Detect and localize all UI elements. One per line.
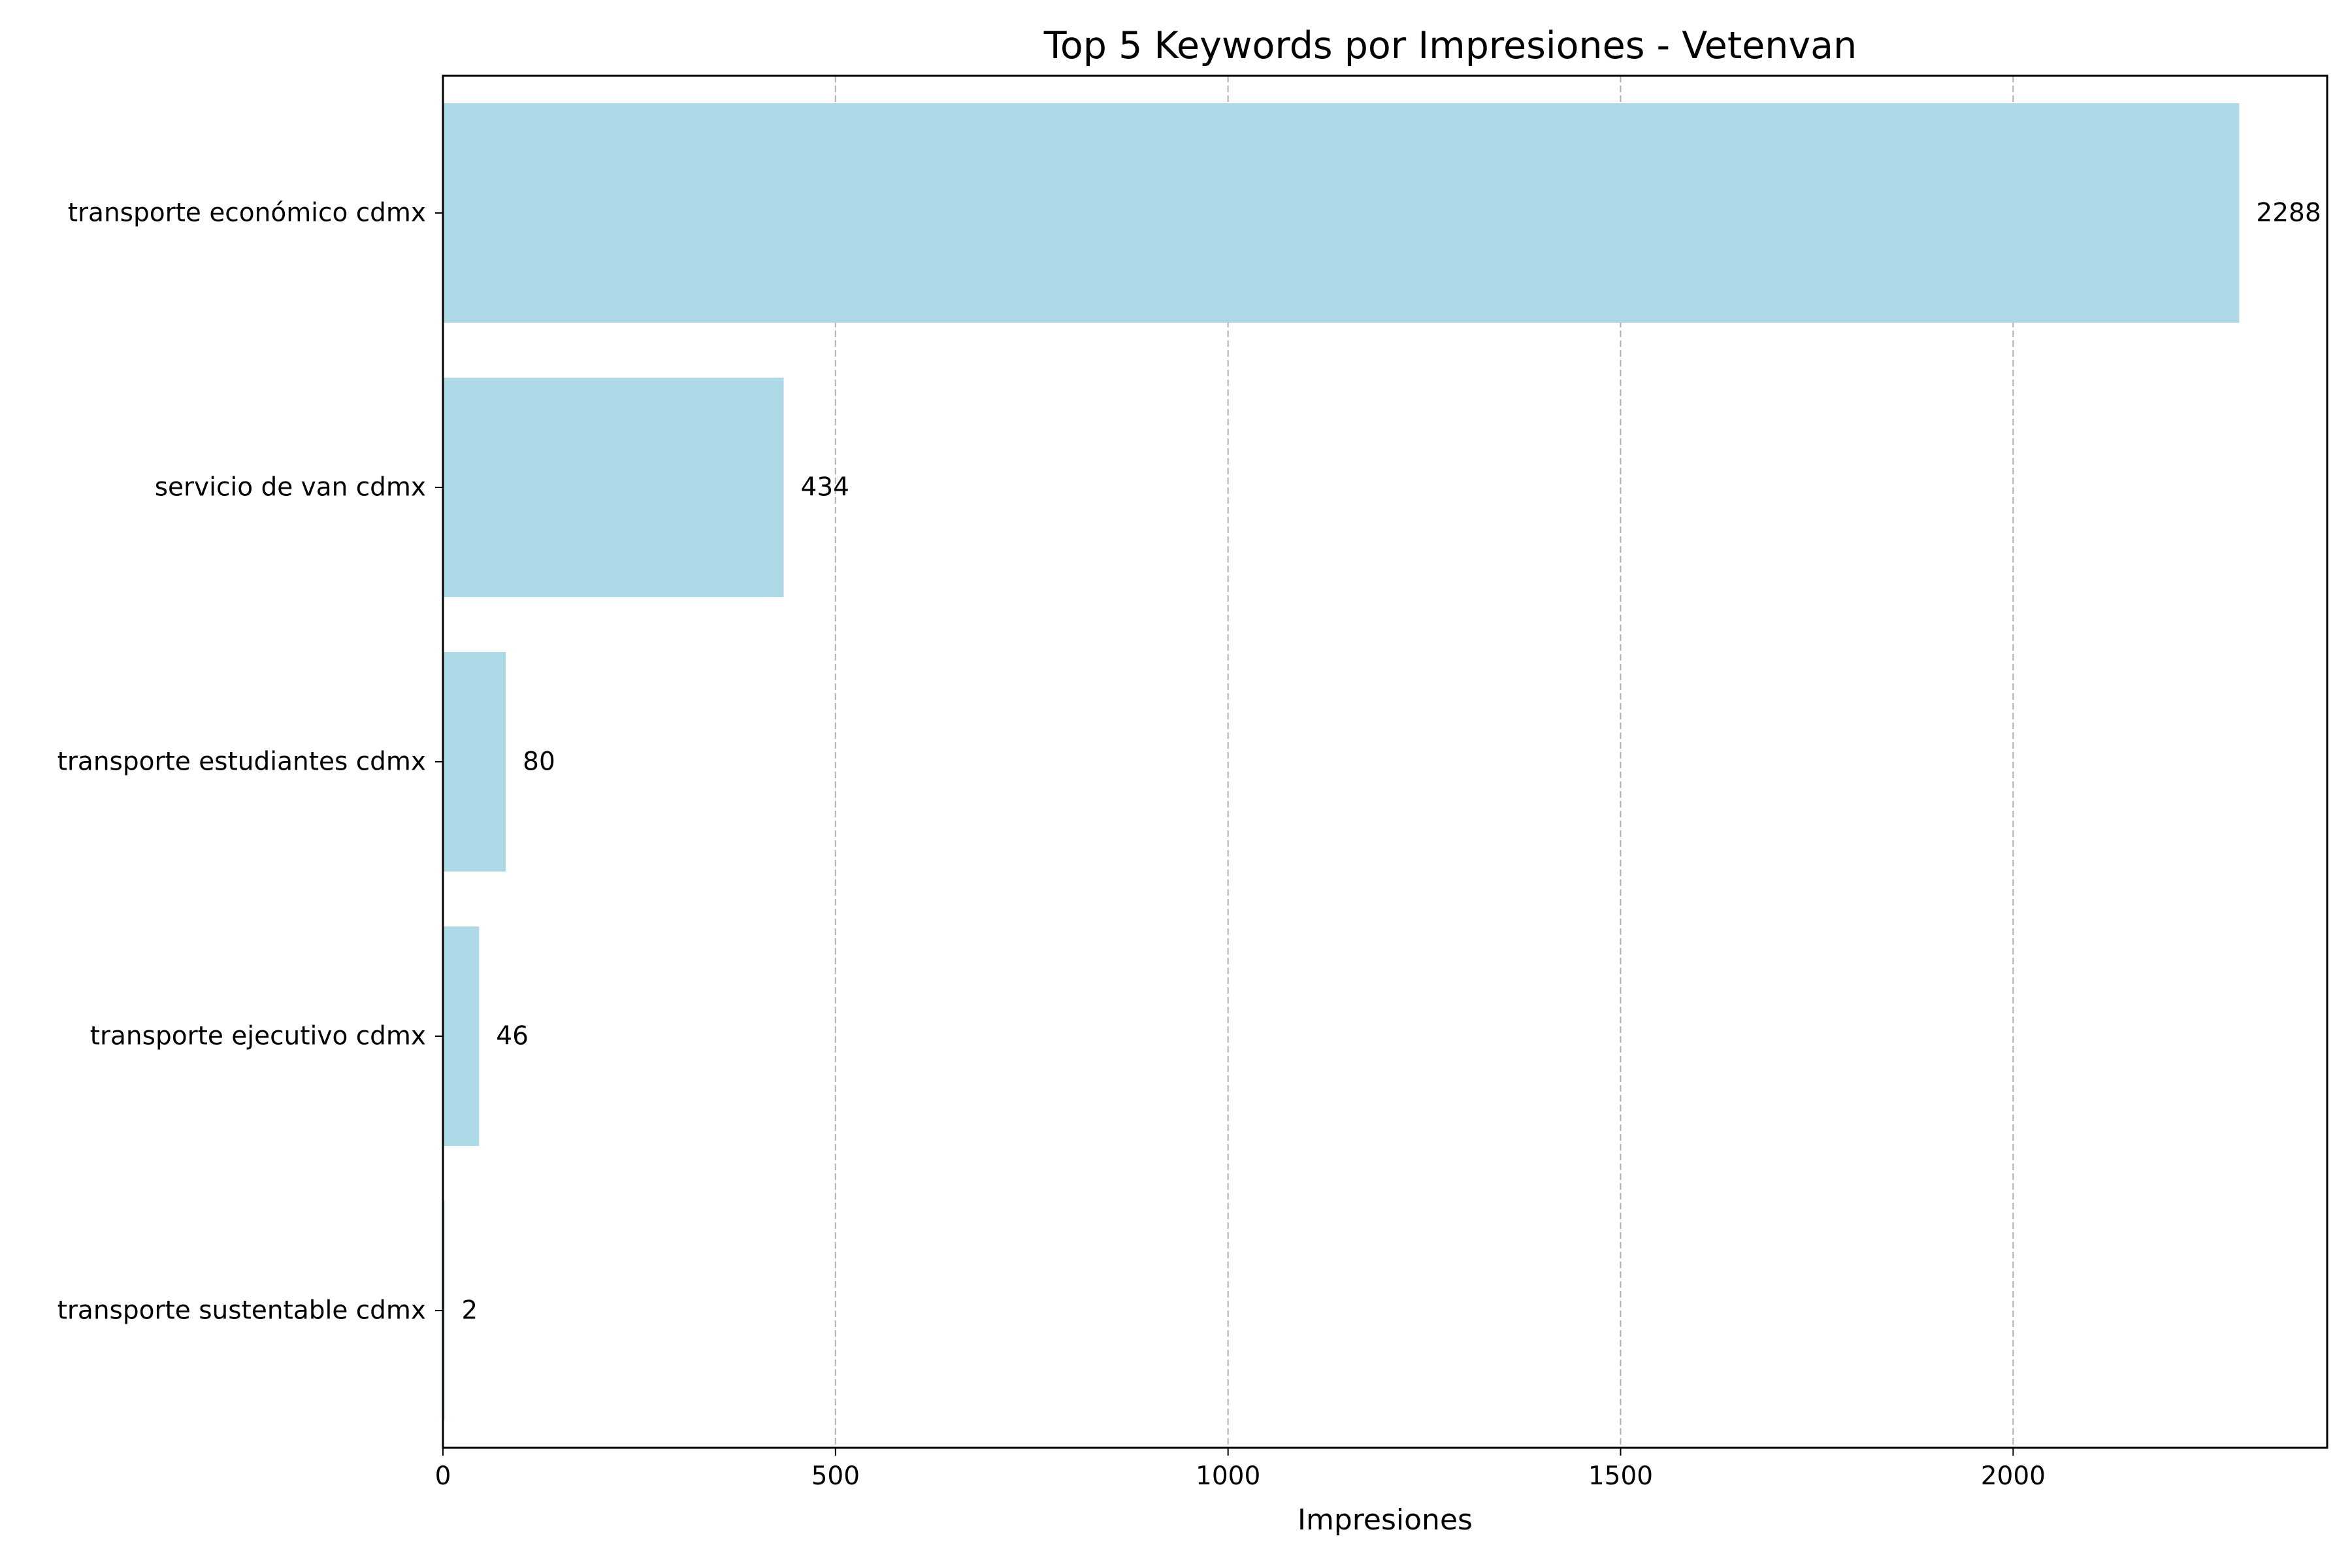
data-label: 80	[523, 747, 555, 777]
y-axis: transporte económico cdmx servicio de van…	[57, 199, 443, 1326]
y-tick-label: transporte estudiantes cdmx	[57, 747, 426, 777]
chart-title: Top 5 Keywords por Impresiones - Vetenva…	[1043, 24, 1857, 67]
y-tick-label: transporte ejecutivo cdmx	[90, 1022, 426, 1051]
bar	[443, 926, 480, 1146]
x-tick-label: 1500	[1588, 1462, 1653, 1491]
x-tick-label: 500	[811, 1462, 860, 1491]
bar	[443, 103, 2240, 323]
x-tick-label: 0	[435, 1462, 451, 1491]
y-tick-label: servicio de van cdmx	[155, 473, 426, 502]
data-label: 46	[496, 1022, 529, 1051]
bar	[443, 652, 506, 872]
data-label: 2288	[2256, 199, 2321, 228]
x-axis: 0 500 1000 1500 2000	[435, 1448, 2046, 1491]
plot-frame	[442, 74, 2328, 1449]
y-tick-label: transporte económico cdmx	[68, 199, 426, 228]
data-labels: 2288 434 80 46 2	[461, 199, 2321, 1326]
data-label: 434	[801, 473, 849, 502]
x-tick-label: 2000	[1981, 1462, 2046, 1491]
bars	[443, 103, 2240, 1420]
x-tick-label: 1000	[1196, 1462, 1260, 1491]
data-label: 2	[461, 1296, 478, 1326]
x-axis-label: Impresiones	[1298, 1503, 1473, 1537]
y-tick-label: transporte sustentable cdmx	[57, 1296, 426, 1326]
bar	[443, 378, 784, 597]
